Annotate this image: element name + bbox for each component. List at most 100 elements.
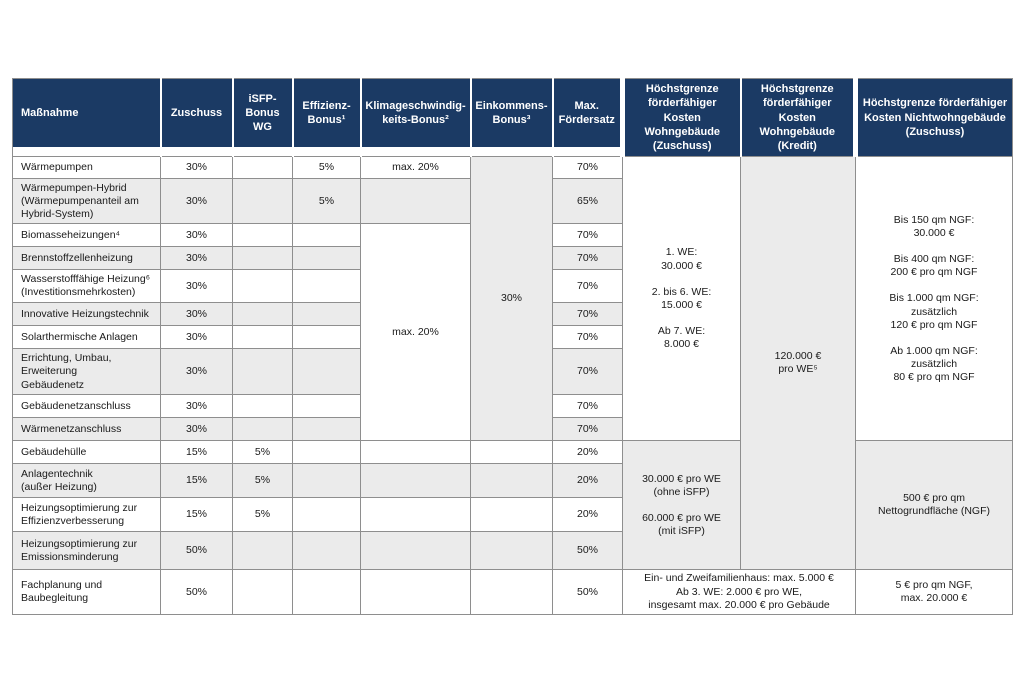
table-cell xyxy=(232,269,293,304)
table-cell xyxy=(470,440,553,465)
table-cell: 20% xyxy=(552,440,623,465)
table-cell: 15% xyxy=(160,463,233,499)
col-header-max-foerdersatz: Max. Fördersatz xyxy=(551,78,623,157)
table-cell xyxy=(292,440,361,465)
row-label: Heizungsoptimierung zur Emissionsminderu… xyxy=(12,531,161,571)
table-cell: 30% xyxy=(470,156,553,442)
table-cell xyxy=(360,497,471,533)
table-cell xyxy=(232,417,293,442)
table-cell xyxy=(292,246,361,271)
table-cell: 30% xyxy=(160,269,233,304)
table-row: Heizungsoptimierung zur Effizienzverbess… xyxy=(12,497,1013,533)
table-cell: 50% xyxy=(160,531,233,571)
row-label: Wasserstofffähige Heizung⁶ (Investitions… xyxy=(12,269,161,304)
table-row: Wärmenetzanschluss 30% 70% xyxy=(12,417,1013,442)
table-row: Anlagentechnik (außer Heizung) 15% 5% 20% xyxy=(12,463,1013,499)
table-cell xyxy=(292,463,361,499)
row-label: Anlagentechnik (außer Heizung) xyxy=(12,463,161,499)
table-cell xyxy=(292,417,361,442)
table-cell xyxy=(360,440,471,465)
col-header-massnahme: Maßnahme xyxy=(12,78,161,157)
table-cell: 50% xyxy=(160,569,233,615)
table-row: Wärmepumpen-Hybrid (Wärmepumpenanteil am… xyxy=(12,178,1013,225)
table-cell: 5% xyxy=(292,156,361,180)
row-label: Wärmepumpen-Hybrid (Wärmepumpenanteil am… xyxy=(12,178,161,225)
col-header-hoechstgrenze-wg-kredit: Höchstgrenze förderfähiger Kosten Wohnge… xyxy=(739,78,856,157)
table-cell: Bis 150 qm NGF: 30.000 € Bis 400 qm NGF:… xyxy=(855,156,1013,442)
table-cell xyxy=(360,178,471,225)
table-cell xyxy=(360,463,471,499)
table-cell: max. 20% xyxy=(360,156,471,180)
table-cell: 5% xyxy=(232,497,293,533)
row-label: Wärmepumpen xyxy=(12,156,161,180)
table-cell: 70% xyxy=(552,417,623,442)
table-cell: 30% xyxy=(160,178,233,225)
table-cell: 20% xyxy=(552,497,623,533)
table-row: Wasserstofffähige Heizung⁶ (Investitions… xyxy=(12,269,1013,304)
row-label: Wärmenetzanschluss xyxy=(12,417,161,442)
row-label: Heizungsoptimierung zur Effizienzverbess… xyxy=(12,497,161,533)
row-label: Innovative Heizungstechnik xyxy=(12,302,161,327)
col-header-effizienz-bonus: Effizienz- Bonus¹ xyxy=(291,78,361,157)
table-row: Heizungsoptimierung zur Emissionsminderu… xyxy=(12,531,1013,571)
table-cell: 5 € pro qm NGF, max. 20.000 € xyxy=(855,569,1013,615)
subsidy-table: Maßnahme Zuschuss iSFP- Bonus WG Effizie… xyxy=(12,78,1013,615)
table-cell: 30.000 € pro WE (ohne iSFP) 60.000 € pro… xyxy=(622,440,741,571)
table-cell xyxy=(232,223,293,248)
table-row: Fachplanung und Baubegleitung 50% 50% Ein- … xyxy=(12,569,1013,615)
table-cell xyxy=(292,569,361,615)
table-cell: 70% xyxy=(552,269,623,304)
table-cell xyxy=(232,569,293,615)
table-cell: 65% xyxy=(552,178,623,225)
table-cell: 30% xyxy=(160,302,233,327)
table-cell: 70% xyxy=(552,156,623,180)
table-row: Gebäudenetzanschluss 30% 70% xyxy=(12,394,1013,419)
table-cell: 30% xyxy=(160,223,233,248)
table-cell: 30% xyxy=(160,394,233,419)
table-cell xyxy=(292,394,361,419)
table-row: Errichtung, Umbau, Erweiterung Gebäudene… xyxy=(12,348,1013,396)
table-cell: 30% xyxy=(160,325,233,350)
table-cell: 500 € pro qm Nettogrundfläche (NGF) xyxy=(855,440,1013,571)
table-cell: 5% xyxy=(292,178,361,225)
table-cell: 30% xyxy=(160,246,233,271)
table-header-row: Maßnahme Zuschuss iSFP- Bonus WG Effizie… xyxy=(12,78,1013,157)
table-cell: max. 20% xyxy=(360,223,471,442)
table-cell xyxy=(232,246,293,271)
table-cell: 15% xyxy=(160,497,233,533)
subsidy-table-container: Maßnahme Zuschuss iSFP- Bonus WG Effizie… xyxy=(12,78,1013,615)
table-cell xyxy=(232,178,293,225)
row-label: Biomasseheizungen⁴ xyxy=(12,223,161,248)
table-cell: 70% xyxy=(552,394,623,419)
table-cell xyxy=(470,463,553,499)
row-label: Brennstoffzellenheizung xyxy=(12,246,161,271)
table-cell xyxy=(232,302,293,327)
col-header-isfp-bonus-wg: iSFP- Bonus WG xyxy=(231,78,293,157)
table-cell xyxy=(232,394,293,419)
row-label: Fachplanung und Baubegleitung xyxy=(12,569,161,615)
table-cell xyxy=(470,531,553,571)
table-cell: 30% xyxy=(160,348,233,396)
table-cell xyxy=(232,531,293,571)
table-cell: 30% xyxy=(160,156,233,180)
row-label: Gebäudehülle xyxy=(12,440,161,465)
table-row: Gebäudehülle 15% 5% 20% 30.000 € pro WE (ohn… xyxy=(12,440,1013,571)
table-cell xyxy=(232,348,293,396)
table-cell xyxy=(232,156,293,180)
table-cell xyxy=(470,569,553,615)
table-cell xyxy=(292,223,361,248)
col-header-klimageschwindigkeits-bonus: Klimageschwindig- keits-Bonus² xyxy=(359,78,471,157)
table-row: Wärmepumpen 30% 5% max. 20% 30% 70% 1. WE: 30.… xyxy=(12,156,1013,571)
table-cell: 5% xyxy=(232,463,293,499)
table-body: Wärmepumpen 30% 5% max. 20% 30% 70% 1. WE: 30.… xyxy=(12,156,1013,615)
table-cell xyxy=(232,325,293,350)
table-cell: 70% xyxy=(552,246,623,271)
row-label: Errichtung, Umbau, Erweiterung Gebäudene… xyxy=(12,348,161,396)
table-cell: 120.000 € pro WE⁵ xyxy=(740,156,856,571)
table-cell xyxy=(292,302,361,327)
col-header-hoechstgrenze-wg-zuschuss: Höchstgrenze förderfähiger Kosten Wohnge… xyxy=(620,78,741,157)
table-row: Innovative Heizungstechnik 30% 70% xyxy=(12,302,1013,327)
table-cell: 70% xyxy=(552,302,623,327)
table-cell xyxy=(292,325,361,350)
table-cell: 50% xyxy=(552,569,623,615)
